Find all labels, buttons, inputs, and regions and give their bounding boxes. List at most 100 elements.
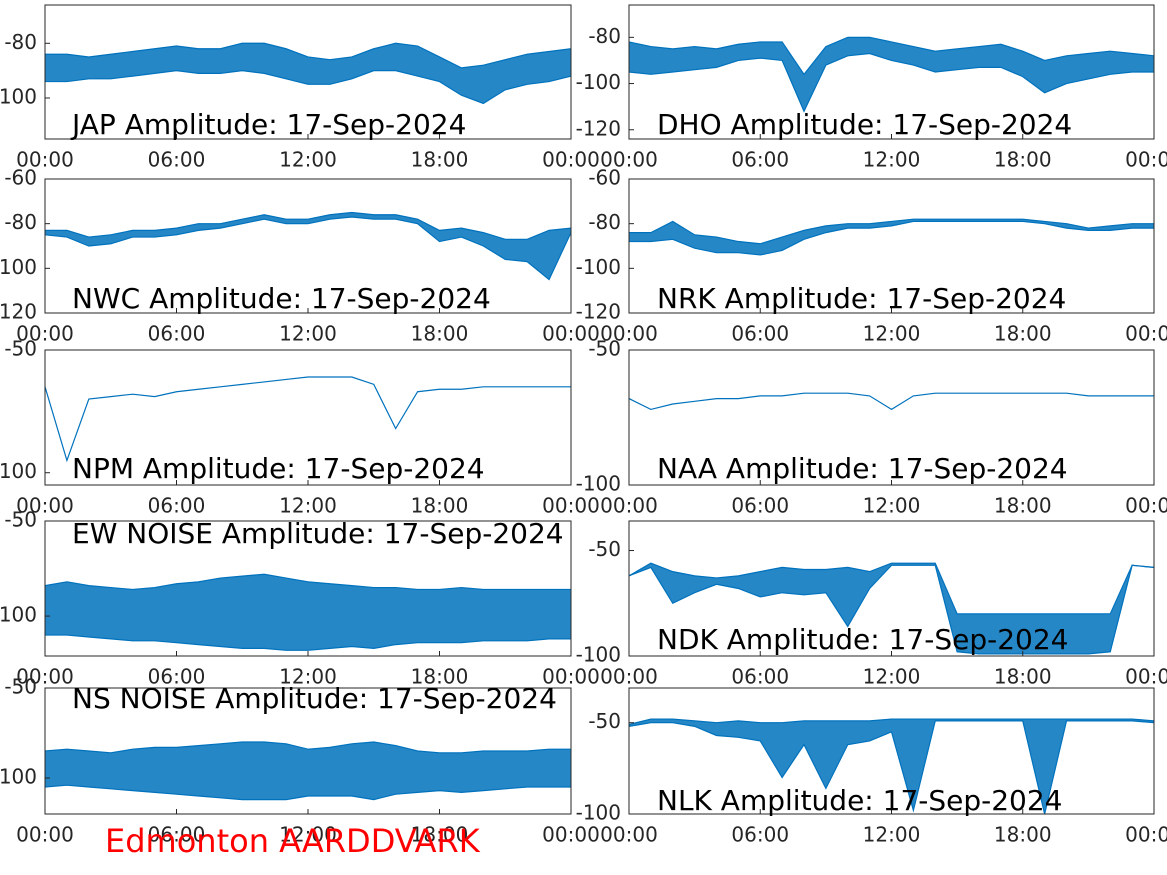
y-tick-label: -100 — [576, 472, 621, 496]
x-tick-label: 06:00 — [148, 322, 206, 346]
x-tick-label: 00:00 — [542, 665, 600, 689]
x-tick-label: 00:00 — [16, 494, 74, 518]
x-tick-label: 18:00 — [994, 322, 1052, 346]
y-tick-label: -50 — [588, 709, 621, 733]
y-tick-label: -100 — [576, 255, 621, 279]
panel-title: DHO Amplitude: 17-Sep-2024 — [657, 108, 1072, 141]
x-tick-label: 06:00 — [731, 148, 789, 172]
y-tick-label: -100 — [0, 459, 37, 483]
panel-title: NAA Amplitude: 17-Sep-2024 — [657, 452, 1068, 485]
x-tick-label: 00:00 — [16, 665, 74, 689]
plot-data — [629, 718, 1154, 814]
plot-data — [45, 741, 571, 801]
y-tick-label: -80 — [4, 30, 37, 54]
plot-data — [45, 573, 571, 651]
y-tick-label: -120 — [0, 300, 37, 324]
x-tick-label: 12:00 — [279, 665, 337, 689]
y-tick-label: -50 — [4, 508, 37, 532]
plot-data — [45, 376, 571, 463]
signal-line — [629, 392, 1154, 411]
signal-line — [45, 42, 571, 69]
y-tick-label: -50 — [588, 537, 621, 561]
panel-title: JAP Amplitude: 17-Sep-2024 — [70, 108, 466, 141]
x-tick-label: 06:00 — [148, 148, 206, 172]
x-tick-label: 12:00 — [863, 322, 921, 346]
x-tick-label: 18:00 — [411, 823, 469, 847]
plot-data — [629, 36, 1154, 113]
signal-line — [45, 741, 571, 754]
x-tick-label: 00:00 — [1125, 823, 1167, 847]
x-tick-label: 18:00 — [411, 148, 469, 172]
panel-title: EW NOISE Amplitude: 17-Sep-2024 — [72, 517, 564, 550]
x-tick-label: 00:00 — [600, 322, 658, 346]
x-tick-label: 12:00 — [863, 823, 921, 847]
signal-line — [45, 211, 571, 240]
x-tick-label: 00:00 — [542, 148, 600, 172]
plot-data — [629, 562, 1154, 655]
x-tick-label: 00:00 — [1125, 494, 1167, 518]
y-tick-label: -50 — [4, 675, 37, 699]
y-tick-label: -80 — [4, 210, 37, 234]
y-tick-label: -100 — [0, 84, 37, 108]
y-tick-label: -50 — [4, 337, 37, 361]
noise-band — [629, 219, 1154, 255]
signal-line — [45, 573, 571, 591]
plot-data — [629, 218, 1154, 256]
plot-data — [45, 42, 571, 105]
y-tick-label: -60 — [588, 166, 621, 190]
x-tick-label: 00:00 — [1125, 322, 1167, 346]
x-tick-label: 12:00 — [863, 665, 921, 689]
noise-band — [45, 742, 571, 800]
footer-annotation: Edmonton AARDDVARK — [105, 822, 481, 860]
signal-line — [45, 784, 571, 801]
plot-data — [45, 211, 571, 281]
signal-line — [629, 52, 1154, 113]
panel-title: NWC Amplitude: 17-Sep-2024 — [72, 282, 491, 315]
x-tick-label: 18:00 — [411, 322, 469, 346]
signal-line — [629, 218, 1154, 245]
y-tick-label: -80 — [588, 210, 621, 234]
y-tick-label: -120 — [576, 116, 621, 140]
x-tick-label: 00:00 — [600, 148, 658, 172]
x-tick-label: 06:00 — [148, 665, 206, 689]
x-tick-label: 18:00 — [994, 494, 1052, 518]
plot-area — [45, 350, 571, 485]
signal-line — [629, 562, 1154, 615]
x-tick-label: 06:00 — [731, 322, 789, 346]
x-tick-label: 00:00 — [542, 823, 600, 847]
y-tick-label: -100 — [576, 643, 621, 667]
noise-band — [629, 719, 1154, 814]
panel-title: NLK Amplitude: 17-Sep-2024 — [657, 784, 1063, 817]
plot-area — [629, 350, 1154, 485]
signal-line — [45, 634, 571, 651]
x-tick-label: 12:00 — [863, 148, 921, 172]
x-tick-label: 18:00 — [994, 665, 1052, 689]
plot-data — [629, 392, 1154, 411]
signal-line — [45, 70, 571, 105]
x-tick-label: 12:00 — [279, 148, 337, 172]
x-tick-label: 12:00 — [279, 494, 337, 518]
y-tick-label: -100 — [0, 255, 37, 279]
x-tick-label: 12:00 — [279, 322, 337, 346]
x-tick-label: 12:00 — [279, 823, 337, 847]
noise-band — [45, 43, 571, 104]
x-tick-label: 00:00 — [16, 148, 74, 172]
signal-line — [629, 718, 1154, 726]
panel-title: NS NOISE Amplitude: 17-Sep-2024 — [72, 682, 557, 715]
x-tick-label: 00:00 — [600, 665, 658, 689]
x-tick-label: 00:00 — [16, 823, 74, 847]
signal-line — [45, 216, 571, 281]
x-tick-label: 06:00 — [731, 665, 789, 689]
noise-band — [45, 574, 571, 651]
y-tick-label: -100 — [0, 765, 37, 789]
x-tick-label: 00:00 — [600, 823, 658, 847]
x-tick-label: 06:00 — [148, 823, 206, 847]
signal-line — [629, 720, 1154, 814]
signal-line — [629, 564, 1154, 655]
signal-line — [45, 376, 571, 463]
x-tick-label: 06:00 — [731, 494, 789, 518]
x-tick-label: 18:00 — [411, 665, 469, 689]
y-tick-label: -120 — [576, 300, 621, 324]
